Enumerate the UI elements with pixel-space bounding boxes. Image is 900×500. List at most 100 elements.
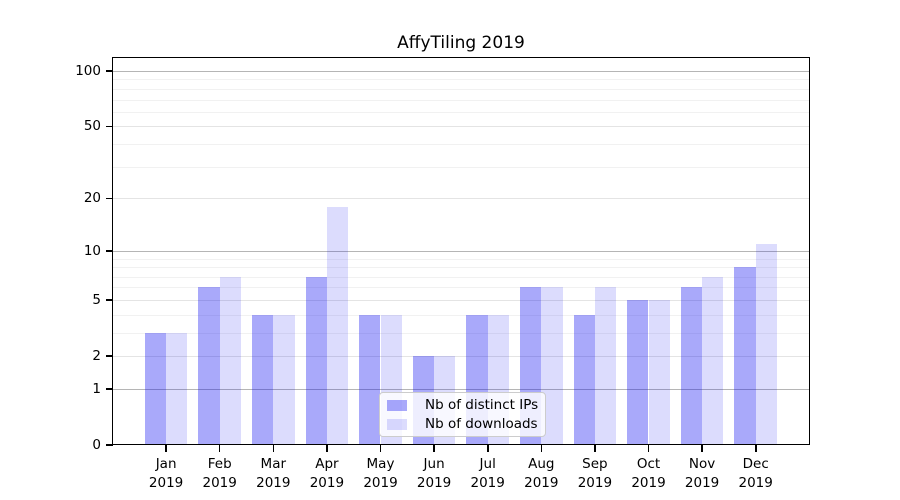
bar-feb-ips [198, 287, 220, 444]
gridline-y-20 [113, 198, 809, 200]
y-tick-label-0: 0 [92, 437, 101, 454]
x-tick-feb [218, 444, 221, 452]
legend-item-downloads: Nb of downloads [387, 416, 538, 432]
gridline-y-90 [113, 79, 809, 81]
bar-mar-ips [251, 314, 274, 444]
bar-may-ips [359, 314, 381, 444]
x-tick-label-year: 2019 [470, 475, 505, 491]
x-tick-jun [433, 444, 435, 452]
x-tick-label-year: 2019 [738, 475, 773, 491]
x-tick-label-oct: Oct 2019 [607, 455, 691, 493]
plot-area [112, 57, 810, 445]
x-tick-apr [326, 444, 328, 452]
x-tick-label-month: Feb [207, 456, 232, 472]
y-tick-0 [105, 444, 113, 446]
x-tick-label-mar: Mar 2019 [231, 455, 315, 493]
x-tick-label-year: 2019 [631, 475, 666, 491]
y-tick-20 [105, 197, 113, 200]
x-tick-aug [540, 444, 542, 452]
gridline-y-10 [113, 250, 809, 252]
bar-dec-ips [734, 267, 756, 444]
x-tick-label-month: Apr [315, 456, 339, 472]
y-tick-5 [105, 299, 113, 301]
x-tick-label-apr: Apr 2019 [285, 455, 369, 493]
bar-aug-downloads [541, 287, 563, 444]
x-tick-label-month: Dec [742, 456, 769, 472]
x-tick-label-jul: Jul 2019 [446, 455, 530, 493]
y-tick-label-20: 20 [83, 190, 101, 207]
legend-label-distinct-ips: Nb of distinct IPs [425, 397, 539, 413]
x-tick-nov [701, 444, 703, 452]
x-tick-oct [647, 444, 650, 452]
x-tick-label-year: 2019 [684, 475, 720, 491]
y-tick-50 [105, 125, 113, 128]
gridline-y-50 [113, 126, 809, 128]
gridline-y-5 [113, 299, 809, 301]
y-tick-label-10: 10 [83, 242, 101, 259]
y-tick-label-50: 50 [83, 118, 101, 135]
x-tick-label-year: 2019 [256, 475, 291, 491]
gridline-y-70 [113, 99, 809, 101]
gridline-y-3 [113, 332, 809, 334]
y-tick-2 [105, 355, 113, 357]
bar-nov-downloads [702, 276, 724, 444]
x-tick-label-year: 2019 [524, 475, 559, 491]
gridline-y-7 [113, 276, 809, 278]
bar-feb-downloads [219, 276, 242, 444]
x-tick-label-feb: Feb 2019 [178, 455, 262, 493]
bar-nov-ips [680, 287, 703, 444]
x-tick-label-year: 2019 [148, 475, 184, 491]
y-tick-label-2: 2 [92, 348, 101, 365]
y-tick-label-100: 100 [75, 63, 101, 79]
x-tick-label-may: May 2019 [339, 455, 423, 493]
gridline-y-60 [113, 111, 809, 113]
bar-mar-downloads [273, 314, 295, 444]
x-tick-label-dec: Dec 2019 [714, 455, 798, 493]
gridline-y-30 [113, 166, 809, 168]
gridline-y-4 [113, 314, 809, 316]
x-tick-label-year: 2019 [416, 475, 452, 491]
x-tick-label-month: Mar [260, 456, 287, 472]
x-tick-label-sep: Sep 2019 [553, 455, 637, 493]
y-tick-label-1: 1 [92, 381, 101, 397]
bar-jan-ips [144, 332, 167, 444]
bar-oct-ips [627, 299, 649, 444]
bar-dec-downloads [755, 243, 778, 444]
x-tick-label-aug: Aug 2019 [499, 455, 583, 493]
y-tick-1 [105, 388, 113, 390]
x-tick-label-month: Jan [155, 456, 177, 472]
x-tick-label-year: 2019 [577, 475, 613, 491]
x-tick-dec [755, 444, 757, 452]
legend: Nb of distinct IPs Nb of downloads [379, 392, 547, 437]
x-tick-label-nov: Nov 2019 [660, 455, 744, 493]
legend-swatch-distinct-ips [387, 399, 407, 411]
y-tick-10 [105, 250, 113, 252]
legend-item-distinct-ips: Nb of distinct IPs [387, 397, 538, 413]
x-tick-may [379, 444, 382, 452]
bar-oct-downloads [648, 299, 670, 444]
gridline-y-1 [113, 389, 809, 390]
x-tick-label-month: Oct [636, 456, 661, 472]
gridline-y-8 [113, 267, 809, 268]
x-tick-label-year: 2019 [363, 475, 398, 491]
bar-sep-ips [573, 314, 595, 444]
x-tick-label-month: Jul [479, 456, 496, 472]
x-tick-label-month: Jun [423, 456, 445, 472]
gridline-y-40 [113, 144, 809, 146]
x-tick-mar [272, 444, 275, 452]
y-tick-label-5: 5 [92, 291, 101, 308]
gridline-y-6 [113, 287, 809, 289]
x-tick-label-jun: Jun 2019 [392, 455, 476, 493]
x-tick-jan [165, 444, 167, 452]
bar-sep-downloads [594, 287, 617, 444]
x-tick-label-month: Sep [582, 456, 608, 472]
x-tick-label-jan: Jan 2019 [124, 455, 208, 493]
legend-swatch-downloads [387, 418, 407, 430]
x-tick-sep [594, 444, 596, 452]
chart-title: AffyTiling 2019 [397, 33, 525, 53]
gridline-y-80 [113, 88, 809, 90]
bar-apr-downloads [326, 206, 349, 444]
gridline-y-100 [113, 71, 809, 72]
gridline-y-9 [113, 258, 809, 260]
